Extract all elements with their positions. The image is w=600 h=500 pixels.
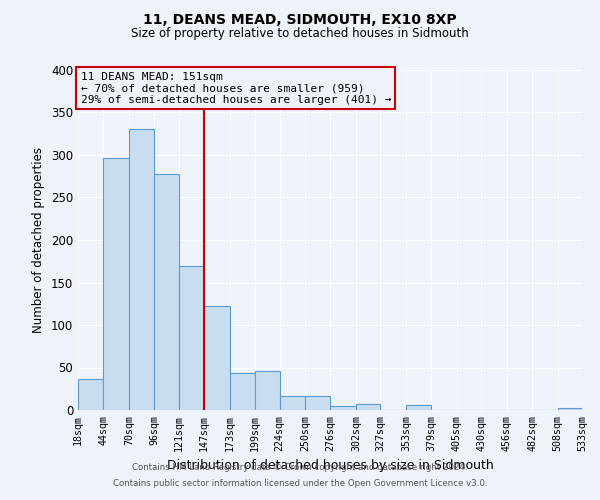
Bar bbox=[557, 408, 582, 410]
Bar bbox=[78, 378, 103, 410]
Text: 11, DEANS MEAD, SIDMOUTH, EX10 8XP: 11, DEANS MEAD, SIDMOUTH, EX10 8XP bbox=[143, 12, 457, 26]
Bar bbox=[356, 404, 380, 410]
Text: Contains public sector information licensed under the Open Government Licence v3: Contains public sector information licen… bbox=[113, 478, 487, 488]
Bar bbox=[305, 396, 331, 410]
Bar bbox=[230, 372, 255, 410]
Bar bbox=[255, 371, 280, 410]
Bar bbox=[103, 158, 129, 410]
Y-axis label: Number of detached properties: Number of detached properties bbox=[32, 147, 46, 333]
Bar bbox=[129, 130, 154, 410]
Text: 11 DEANS MEAD: 151sqm
← 70% of detached houses are smaller (959)
29% of semi-det: 11 DEANS MEAD: 151sqm ← 70% of detached … bbox=[80, 72, 391, 105]
Bar bbox=[154, 174, 179, 410]
Text: Size of property relative to detached houses in Sidmouth: Size of property relative to detached ho… bbox=[131, 28, 469, 40]
Text: Contains HM Land Registry data © Crown copyright and database right 2024.: Contains HM Land Registry data © Crown c… bbox=[132, 464, 468, 472]
Bar bbox=[204, 306, 230, 410]
Bar bbox=[280, 396, 305, 410]
Bar bbox=[406, 405, 431, 410]
Bar bbox=[179, 266, 204, 410]
X-axis label: Distribution of detached houses by size in Sidmouth: Distribution of detached houses by size … bbox=[167, 459, 493, 472]
Bar bbox=[331, 406, 356, 410]
